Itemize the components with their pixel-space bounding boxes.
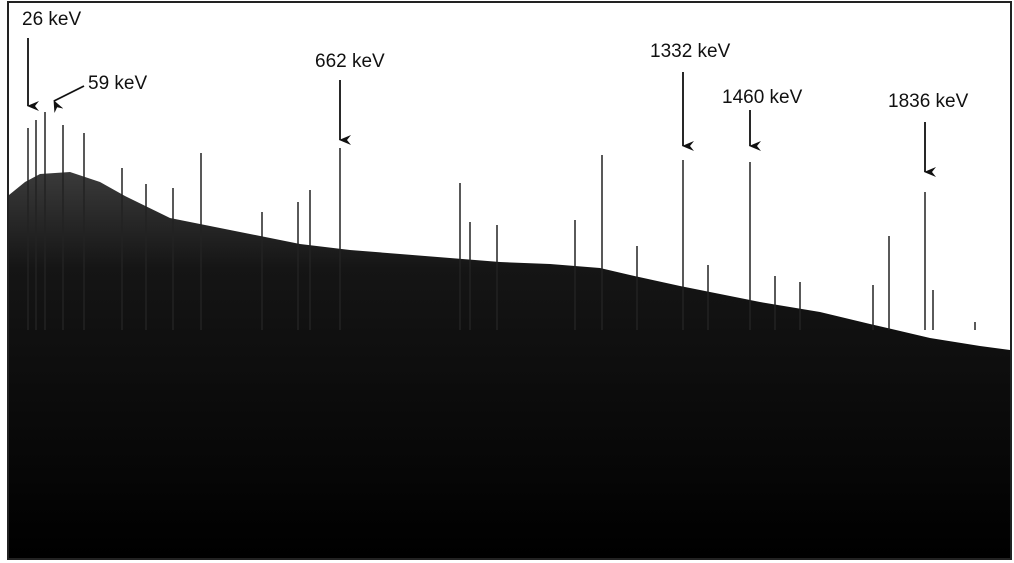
peak-label: 662 keV [315,51,385,72]
annotations: 26 keV 59 keV 662 keV 1332 keV 1460 keV … [22,9,969,177]
arrow [53,85,85,114]
peak-label: 1332 keV [650,41,731,62]
peak-label: 1836 keV [888,91,969,112]
peak-lines [27,112,976,330]
peak-label: 1460 keV [722,87,803,108]
peak-label: 59 keV [88,73,147,94]
peak-label: 26 keV [22,9,81,30]
spectrum-fill [9,172,1010,558]
